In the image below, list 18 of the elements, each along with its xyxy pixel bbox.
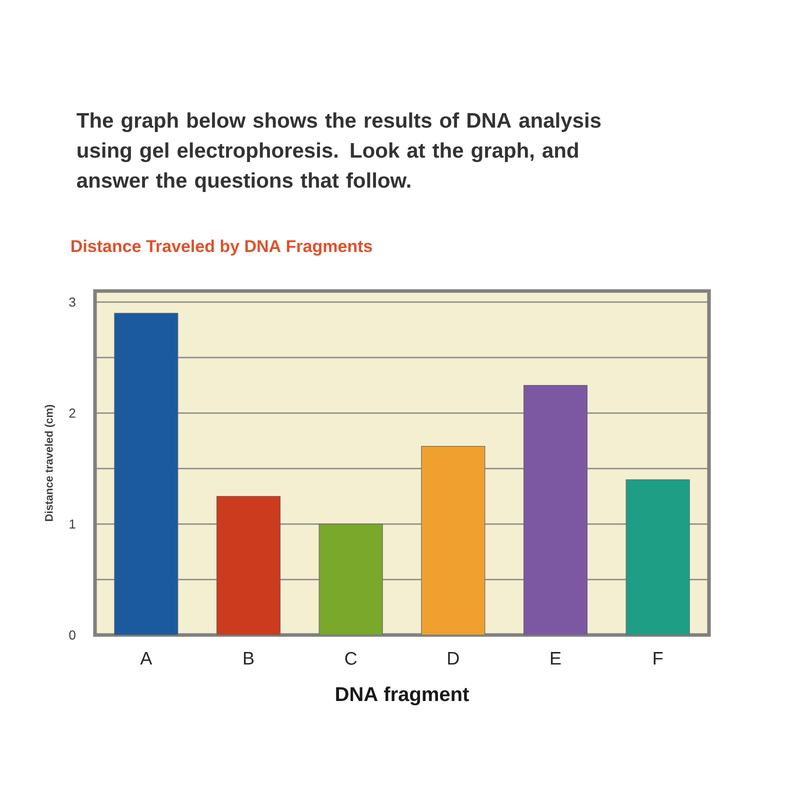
x-tick-label: E <box>550 652 561 664</box>
bar <box>523 385 588 635</box>
x-tick-label: F <box>654 652 663 664</box>
y-tick-label: 0 <box>69 630 76 640</box>
x-tick-label: A <box>140 652 152 664</box>
y-tick-label: 1 <box>70 520 76 529</box>
bar <box>421 446 486 635</box>
y-axis-title: Distance traveled (cm) <box>44 404 55 521</box>
text: The graph below shows the results of DNA analysis using gel electrophoresis. Look at the graph, and answer the questions that follow. <box>76 112 601 192</box>
y-tick-label: 3 <box>69 298 76 307</box>
x-tick-label: B <box>244 652 254 664</box>
y-tick-label: 2 <box>69 408 76 418</box>
bar <box>626 479 690 635</box>
x-axis-title: DNA fragment <box>336 686 469 706</box>
chart-title: Distance Traveled by DNA Fragments <box>72 240 372 256</box>
bar <box>216 496 281 635</box>
x-tick-label: C <box>345 652 357 665</box>
x-tick-label: D <box>448 652 459 664</box>
